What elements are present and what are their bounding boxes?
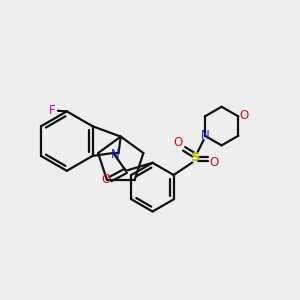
Text: N: N bbox=[110, 148, 119, 161]
Text: N: N bbox=[200, 129, 209, 142]
Text: F: F bbox=[49, 104, 56, 117]
Text: O: O bbox=[173, 136, 182, 149]
Text: S: S bbox=[191, 151, 201, 164]
Text: O: O bbox=[210, 156, 219, 169]
Text: O: O bbox=[239, 109, 248, 122]
Text: O: O bbox=[102, 173, 111, 186]
